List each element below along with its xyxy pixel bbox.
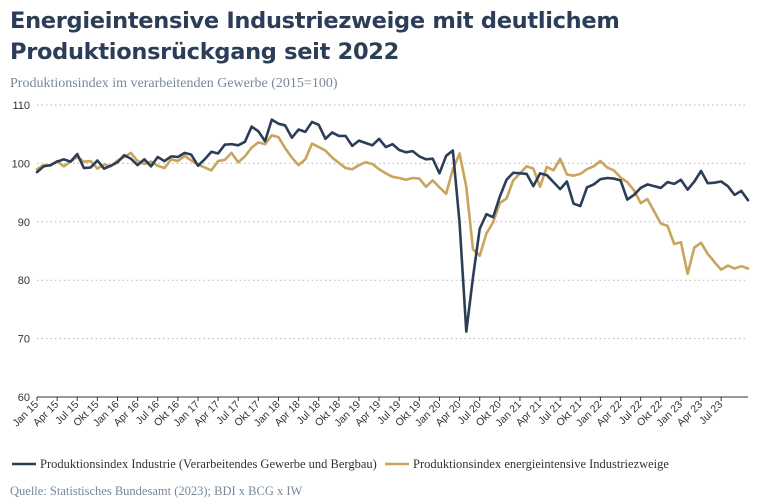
x-tick-label: Jul 23 xyxy=(697,399,725,427)
y-tick-label: 90 xyxy=(18,217,30,229)
y-tick-label: 110 xyxy=(12,100,30,112)
legend-label-1: Produktionsindex Industrie (Verarbeitend… xyxy=(40,457,377,471)
series-line-1 xyxy=(35,118,750,333)
y-tick-label: 70 xyxy=(18,334,30,346)
y-axis: 60 70 80 90 100 110 xyxy=(12,100,30,404)
legend: Produktionsindex Industrie (Verarbeitend… xyxy=(12,457,669,471)
legend-label-2: Produktionsindex energieintensive Indust… xyxy=(413,457,669,471)
chart-title: Energieintensive Industriezweige mit deu… xyxy=(10,8,620,65)
y-tick-label: 100 xyxy=(12,158,30,170)
series-lines xyxy=(35,118,750,333)
chart-subtitle: Produktionsindex im verarbeitenden Gewer… xyxy=(10,76,338,91)
series-line-2 xyxy=(35,134,750,276)
gridlines xyxy=(37,104,748,398)
source-note: Quelle: Statistisches Bundesamt (2023); … xyxy=(10,484,303,498)
y-tick-label: 80 xyxy=(18,275,30,287)
y-tick-label: 60 xyxy=(18,392,30,404)
